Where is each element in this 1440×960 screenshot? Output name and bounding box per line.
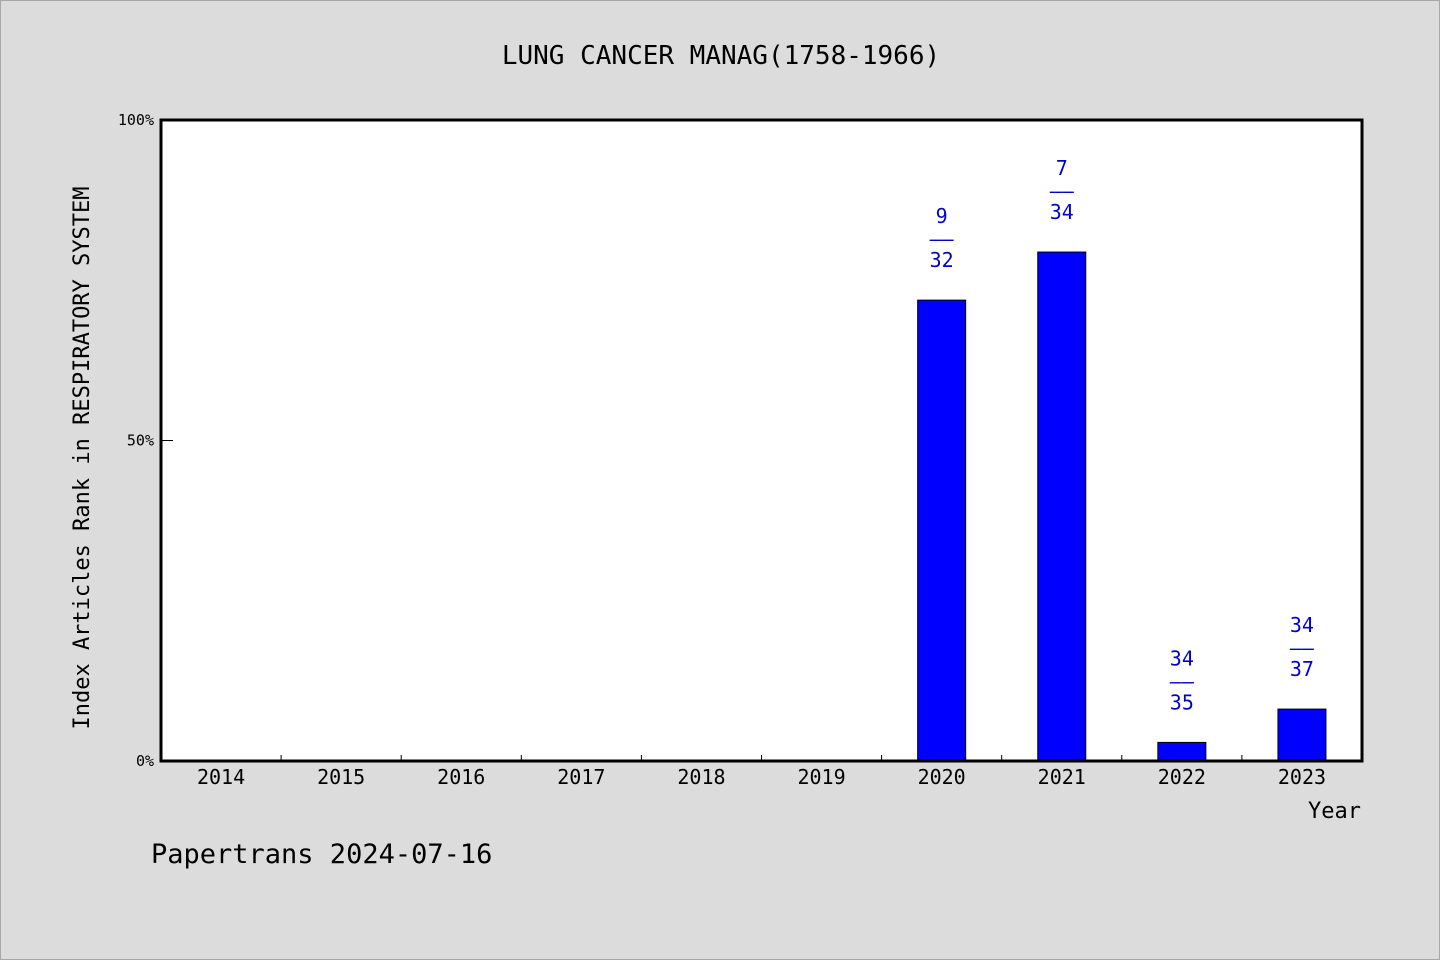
- y-tick-label: 50%: [127, 432, 154, 450]
- y-tick-label: 100%: [118, 111, 154, 129]
- bar-label-den: 35: [1170, 690, 1194, 714]
- bar-label-den: 37: [1290, 657, 1314, 681]
- x-tick-label: 2020: [918, 765, 966, 789]
- x-tick-label: 2016: [437, 765, 485, 789]
- x-axis-title: Year: [1308, 799, 1361, 824]
- bar-label-sep: ——: [1050, 179, 1075, 203]
- x-tick-label: 2014: [197, 765, 245, 789]
- bar-label-den: 34: [1050, 200, 1074, 224]
- bar-label-num: 34: [1170, 646, 1194, 670]
- y-axis-title: Index Articles Rank in RESPIRATORY SYSTE…: [70, 186, 95, 729]
- y-tick-label: 0%: [136, 752, 154, 770]
- bar-2022: [1157, 741, 1207, 762]
- bar-2023: [1277, 708, 1327, 762]
- x-tick-label: 2019: [797, 765, 845, 789]
- bar-label-sep: ——: [1170, 669, 1195, 693]
- chart-title: LUNG CANCER MANAG(1758-1966): [502, 41, 940, 71]
- x-tick-label: 2022: [1158, 765, 1206, 789]
- plot-area: [161, 120, 1362, 761]
- x-tick-label: 2021: [1038, 765, 1086, 789]
- x-tick-label: 2018: [677, 765, 725, 789]
- x-tick-label: 2023: [1278, 765, 1326, 789]
- axis-ticks-group: 2014 2015 2016 2017 2018 2019 2020 2021 2022 2023…: [118, 111, 1326, 789]
- bar-label-num: 9: [936, 204, 948, 228]
- bar-label-sep: ——: [1290, 636, 1315, 660]
- x-tick-label: 2015: [317, 765, 365, 789]
- x-tick-label: 2017: [557, 765, 605, 789]
- bars-group: [917, 251, 1327, 762]
- bar-label-num: 34: [1290, 613, 1314, 637]
- footer-credit: Papertrans 2024-07-16: [151, 839, 492, 870]
- bar-label-num: 7: [1056, 156, 1068, 180]
- bar-2020: [917, 299, 967, 762]
- bar-label-sep: ——: [930, 227, 955, 251]
- bar-2021: [1037, 251, 1087, 762]
- bar-label-den: 32: [930, 248, 954, 272]
